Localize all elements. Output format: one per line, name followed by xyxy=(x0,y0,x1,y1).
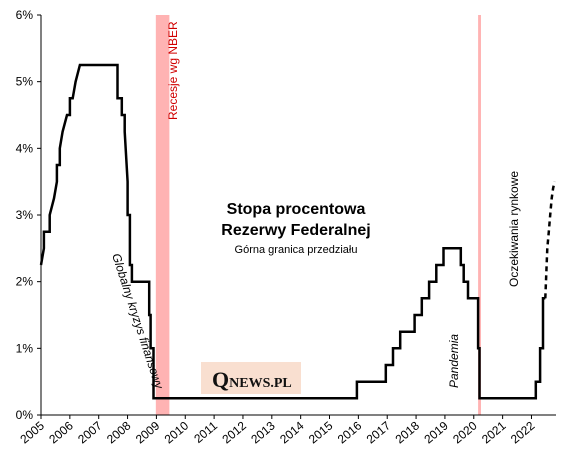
x-tick-label: 2019 xyxy=(421,418,451,446)
x-tick-label: 2016 xyxy=(335,418,365,446)
x-tick-label: 2008 xyxy=(104,418,134,446)
y-tick-label: 2% xyxy=(16,275,34,289)
expectation-line xyxy=(544,181,556,299)
rate-lines xyxy=(39,63,556,400)
x-tick-label: 2017 xyxy=(364,418,394,446)
logo-background xyxy=(201,362,301,394)
x-tick-label: 2015 xyxy=(306,418,336,446)
x-tick-label: 2011 xyxy=(191,418,220,446)
y-axis-ticks: 0% 1% 2% 3% 4% 5% 6% xyxy=(16,8,41,422)
logo-text: QNEWS.PL xyxy=(212,367,292,392)
chart-title-line2: Rezerwy Federalnej xyxy=(221,222,370,239)
pandemic-label: Pandemia xyxy=(447,334,461,388)
x-axis-ticks: 2005 2006 2007 2008 2009 2010 2011 2012 2013 2014… xyxy=(17,415,538,446)
chart-title: Stopa procentowa xyxy=(227,201,366,218)
x-tick-label: 2021 xyxy=(479,418,509,446)
recession-band-1 xyxy=(478,15,481,415)
qnews-logo: QNEWS.PL xyxy=(201,362,301,394)
logo-rest: NEWS.PL xyxy=(229,376,292,391)
x-tick-label: 2007 xyxy=(75,418,105,446)
logo-q: Q xyxy=(212,367,229,392)
x-tick-label: 2006 xyxy=(46,418,76,446)
market-expectations-label: Oczekiwania rynkowe xyxy=(507,171,521,287)
x-tick-label: 2013 xyxy=(248,418,278,446)
x-tick-label: 2018 xyxy=(393,418,423,446)
y-tick-label: 5% xyxy=(16,75,34,89)
recession-shading xyxy=(155,15,481,415)
y-tick-label: 1% xyxy=(16,341,34,355)
y-tick-label: 6% xyxy=(16,8,34,22)
chart-subtitle: Górna granica przedziału xyxy=(235,244,358,256)
recession-label: Recesje wg NBER xyxy=(166,21,180,120)
x-tick-label: 2020 xyxy=(450,418,480,446)
y-tick-label: 0% xyxy=(16,408,34,422)
x-tick-label: 2014 xyxy=(277,418,307,446)
x-tick-label: 2009 xyxy=(133,418,163,446)
y-tick-label: 3% xyxy=(16,208,34,222)
x-tick-label: 2022 xyxy=(508,418,538,446)
x-tick-label: 2012 xyxy=(219,418,249,446)
x-tick-label: 2005 xyxy=(17,418,47,446)
y-tick-label: 4% xyxy=(16,141,34,155)
x-tick-label: 2010 xyxy=(162,418,192,446)
recession-band-0 xyxy=(155,15,170,415)
fed-rate-line xyxy=(39,63,546,400)
